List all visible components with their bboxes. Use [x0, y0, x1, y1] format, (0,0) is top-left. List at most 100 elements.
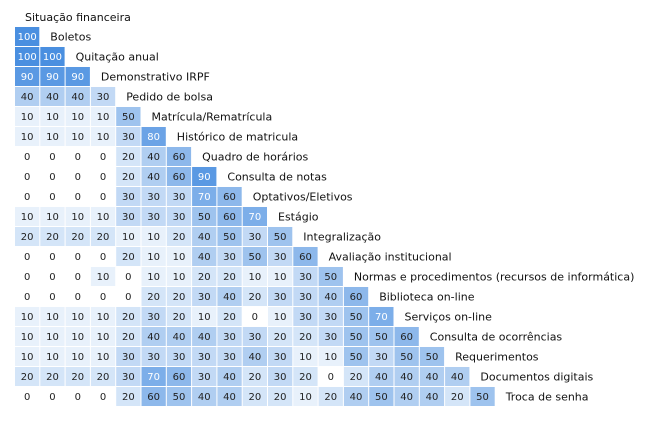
cell-value-label: 0 — [100, 192, 106, 203]
cell-value-label: 10 — [299, 352, 312, 363]
heatmap-cell — [15, 147, 40, 166]
cell-value-label: 50 — [375, 392, 388, 403]
heatmap-cell — [166, 307, 192, 326]
heatmap-cell — [293, 387, 318, 406]
heatmap-cell — [90, 347, 116, 366]
cell-value-label: 50 — [350, 352, 363, 363]
row-label: Quadro de horários — [202, 151, 308, 164]
cell-value-label: 10 — [97, 132, 110, 143]
cell-value-label: 50 — [173, 392, 186, 403]
cell-value-label: 100 — [18, 52, 37, 63]
heatmap-cell — [141, 347, 166, 366]
cell-value-label: 20 — [248, 372, 261, 383]
heatmap-cell — [65, 87, 90, 106]
cell-value-label: 40 — [46, 92, 59, 103]
cell-value-label: 10 — [71, 112, 84, 123]
heatmap-cell — [65, 107, 90, 126]
heatmap-cell — [40, 367, 65, 386]
cell-value-label: 30 — [173, 192, 186, 203]
cell-value-label: 10 — [97, 312, 110, 323]
heatmap-cell — [65, 67, 90, 86]
row-label: Integralização — [303, 231, 381, 244]
cell-value-label: 0 — [100, 152, 106, 163]
cell-value-label: 20 — [46, 372, 59, 383]
heatmap-cell — [116, 247, 141, 266]
cell-value-label: 0 — [75, 172, 81, 183]
heatmap-cell — [15, 47, 40, 66]
cell-value-label: 20 — [451, 392, 464, 403]
cell-value-label: 30 — [147, 192, 160, 203]
cell-value-label: 0 — [100, 292, 106, 303]
cell-value-label: 20 — [299, 332, 312, 343]
heatmap-cell — [40, 307, 65, 326]
cell-value-label: 10 — [46, 112, 59, 123]
heatmap-cell — [65, 147, 90, 166]
heatmap-cell — [293, 267, 318, 286]
cell-value-label: 40 — [21, 92, 34, 103]
heatmap-cell — [166, 367, 192, 386]
heatmap-cell — [15, 127, 40, 146]
heatmap-cell — [40, 227, 65, 246]
heatmap-cell — [90, 127, 116, 146]
cell-value-label: 10 — [46, 312, 59, 323]
heatmap-cell — [166, 167, 192, 186]
chart-title: Situação financeira — [25, 11, 131, 24]
heatmap-cell — [65, 347, 90, 366]
heatmap-cell — [141, 207, 166, 226]
heatmap-cell — [268, 307, 293, 326]
heatmap-cell — [116, 327, 141, 346]
row-label: Quitação anual — [76, 51, 159, 64]
heatmap-cell — [15, 367, 40, 386]
cell-value-label: 0 — [49, 272, 55, 283]
cell-value-label: 60 — [350, 292, 363, 303]
cell-value-label: 30 — [122, 212, 135, 223]
cell-value-label: 20 — [147, 292, 160, 303]
heatmap-cell — [318, 307, 343, 326]
heatmap-cell — [293, 367, 318, 386]
heatmap-cell — [217, 247, 242, 266]
cell-value-label: 30 — [173, 352, 186, 363]
cell-value-label: 20 — [223, 272, 236, 283]
cell-value-label: 0 — [100, 392, 106, 403]
cell-value-label: 100 — [18, 32, 37, 43]
heatmap-cell — [192, 267, 217, 286]
heatmap-cell — [192, 307, 217, 326]
cell-value-label: 60 — [173, 152, 186, 163]
cell-value-label: 30 — [198, 372, 211, 383]
heatmap-cell — [40, 287, 65, 306]
heatmap-cell — [90, 287, 116, 306]
heatmap-cell — [65, 287, 90, 306]
cell-value-label: 40 — [147, 172, 160, 183]
cell-value-label: 30 — [198, 352, 211, 363]
heatmap-cell — [394, 387, 419, 406]
cell-value-label: 30 — [122, 372, 135, 383]
heatmap-cell — [242, 227, 267, 246]
heatmap-cell — [217, 187, 242, 206]
heatmap-cell — [192, 247, 217, 266]
cell-value-label: 10 — [97, 332, 110, 343]
cell-value-label: 40 — [71, 92, 84, 103]
cell-value-label: 30 — [299, 272, 312, 283]
heatmap-cell — [15, 107, 40, 126]
heatmap-cell — [419, 387, 445, 406]
cell-value-label: 10 — [21, 312, 34, 323]
cell-value-label: 40 — [426, 392, 439, 403]
heatmap-cell — [15, 267, 40, 286]
cell-value-label: 0 — [49, 192, 55, 203]
cell-value-label: 30 — [147, 312, 160, 323]
heatmap-cell — [40, 207, 65, 226]
heatmap-cell — [242, 307, 267, 326]
cell-value-label: 40 — [375, 372, 388, 383]
cell-value-label: 30 — [223, 352, 236, 363]
heatmap-cell — [394, 327, 419, 346]
heatmap-cell — [217, 367, 242, 386]
heatmap-cell — [242, 267, 267, 286]
heatmap-cell — [268, 287, 293, 306]
cell-value-label: 20 — [248, 392, 261, 403]
heatmap-cell — [65, 367, 90, 386]
heatmap-cell — [318, 367, 343, 386]
row-label: Avaliação institucional — [329, 251, 452, 264]
row-label: Boletos — [50, 31, 91, 44]
heatmap-cell — [116, 307, 141, 326]
cell-value-label: 20 — [324, 392, 337, 403]
